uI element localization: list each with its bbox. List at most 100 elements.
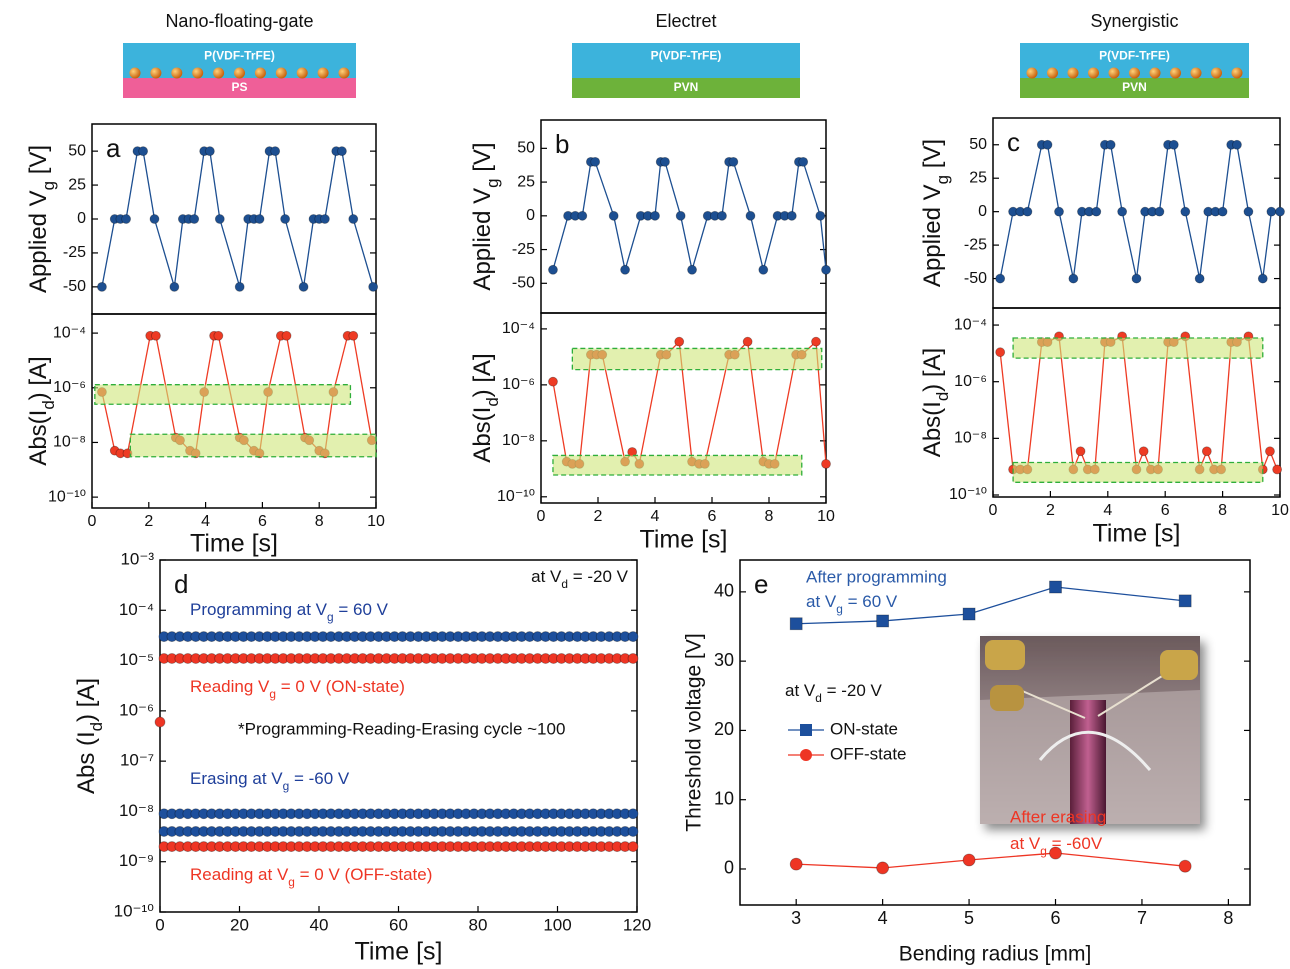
legend-title-part: d xyxy=(815,691,822,705)
marker xyxy=(578,211,587,220)
annotation-part: d xyxy=(561,577,568,591)
x-tick-label: 100 xyxy=(543,915,571,934)
x-tick-label: 3 xyxy=(791,908,801,928)
highlight-band xyxy=(1013,463,1263,483)
layer-label: P(VDF-TrFE) xyxy=(1099,49,1170,63)
marker xyxy=(337,147,346,156)
legend-label: ON-state xyxy=(830,719,898,738)
marker xyxy=(628,842,638,852)
panel-label: c xyxy=(1007,127,1020,157)
x-tick-label: 4 xyxy=(878,908,888,928)
y-tick-label: 30 xyxy=(714,650,734,670)
marker xyxy=(963,608,975,620)
annotation: Reading Vg = 0 V (ON-state) xyxy=(190,677,405,701)
nanoparticle xyxy=(297,68,308,79)
x-axis-label: Time [s] xyxy=(1093,520,1181,548)
photo-probe xyxy=(985,640,1025,670)
layer-label: PVN xyxy=(1122,80,1147,94)
nanoparticle xyxy=(1191,68,1202,79)
y-tick-label: 50 xyxy=(68,142,86,159)
x-tick-label: 6 xyxy=(1051,908,1061,928)
marker xyxy=(151,331,160,340)
y-axis-label-part: g xyxy=(483,178,502,187)
nanoparticle xyxy=(1088,68,1099,79)
marker xyxy=(717,211,726,220)
panel-label: b xyxy=(555,129,569,159)
marker xyxy=(1218,207,1227,216)
x-tick-label: 4 xyxy=(1103,502,1112,519)
y-tick-label: 25 xyxy=(969,169,987,186)
annotation: After erasing xyxy=(1010,807,1106,826)
annotation-part: Programming at V xyxy=(190,600,328,619)
legend-title: at Vd = -20 V xyxy=(785,681,883,705)
nanoparticle xyxy=(1150,68,1161,79)
y-tick-label: 10⁻⁸ xyxy=(502,432,535,449)
marker xyxy=(1023,207,1032,216)
y-tick-label: 10⁻⁸ xyxy=(119,801,154,820)
annotation-part: at V xyxy=(531,567,562,586)
y-tick-label: 0 xyxy=(526,207,535,224)
marker xyxy=(1179,595,1191,607)
marker xyxy=(591,157,600,166)
annotation: at Vg = 60 V xyxy=(806,592,898,616)
marker xyxy=(349,331,358,340)
marker xyxy=(1273,465,1282,474)
y-tick-label: 0 xyxy=(978,203,987,220)
y-tick-label: -50 xyxy=(964,270,987,287)
marker xyxy=(282,331,291,340)
y-axis-label: Applied Vg [V] xyxy=(919,139,952,287)
marker xyxy=(790,618,802,630)
series-line xyxy=(1000,145,1280,279)
y-tick-label: 10⁻¹⁰ xyxy=(497,488,535,505)
marker xyxy=(1169,140,1178,149)
y-tick-label: 10⁻⁶ xyxy=(119,700,154,719)
marker xyxy=(628,632,638,642)
marker xyxy=(281,215,290,224)
y-axis-label-part: [V] xyxy=(469,142,496,178)
marker xyxy=(822,265,831,274)
annotation-part: = 0 V (OFF-state) xyxy=(295,865,432,884)
photo-probe xyxy=(990,685,1024,711)
y-axis-label-part: [V] xyxy=(25,145,52,181)
nanoparticle xyxy=(1211,68,1222,79)
annotation-part: = 60 V xyxy=(843,592,898,611)
annotation-part: g xyxy=(1040,844,1047,858)
y-tick-label: 10⁻⁴ xyxy=(502,320,535,337)
y-axis-label-part: d xyxy=(483,397,502,406)
marker xyxy=(1181,207,1190,216)
marker xyxy=(1050,581,1062,593)
annotation: at Vd = -20 V xyxy=(531,567,629,591)
marker xyxy=(1118,207,1127,216)
marker xyxy=(150,215,159,224)
y-axis-label-part: g xyxy=(933,175,952,184)
annotation-part: Reading V xyxy=(190,677,270,696)
y-axis-label-part: Applied V xyxy=(919,184,946,287)
x-tick-label: 2 xyxy=(594,508,603,525)
annotation-part: = -60V xyxy=(1047,834,1103,853)
marker xyxy=(628,809,638,819)
y-axis-label: Threshold voltage [V] xyxy=(683,633,706,831)
nanoparticle xyxy=(130,68,141,79)
highlight-band xyxy=(95,385,351,405)
y-tick-label: 10⁻⁶ xyxy=(502,376,535,393)
marker xyxy=(1244,207,1253,216)
marker xyxy=(675,337,684,346)
marker xyxy=(1132,274,1141,283)
y-axis-label-part: g xyxy=(39,181,58,190)
marker xyxy=(688,265,697,274)
marker xyxy=(660,157,669,166)
figure: Nano-floating-gateP(VDF-TrFE)PSElectretP… xyxy=(0,0,1290,969)
marker xyxy=(1043,140,1052,149)
marker xyxy=(787,211,796,220)
annotation-part: g xyxy=(288,875,295,889)
y-tick-label: 25 xyxy=(517,173,535,190)
marker xyxy=(609,211,618,220)
marker xyxy=(790,858,802,870)
x-tick-label: 8 xyxy=(315,513,324,530)
annotation: Erasing at Vg = -60 V xyxy=(190,769,350,793)
y-tick-label: 10⁻³ xyxy=(120,549,154,568)
nanoparticle xyxy=(1047,68,1058,79)
marker xyxy=(1155,207,1164,216)
page: {"schematics": [ {"title": "Nano-floatin… xyxy=(0,0,1290,969)
x-tick-label: 8 xyxy=(765,508,774,525)
